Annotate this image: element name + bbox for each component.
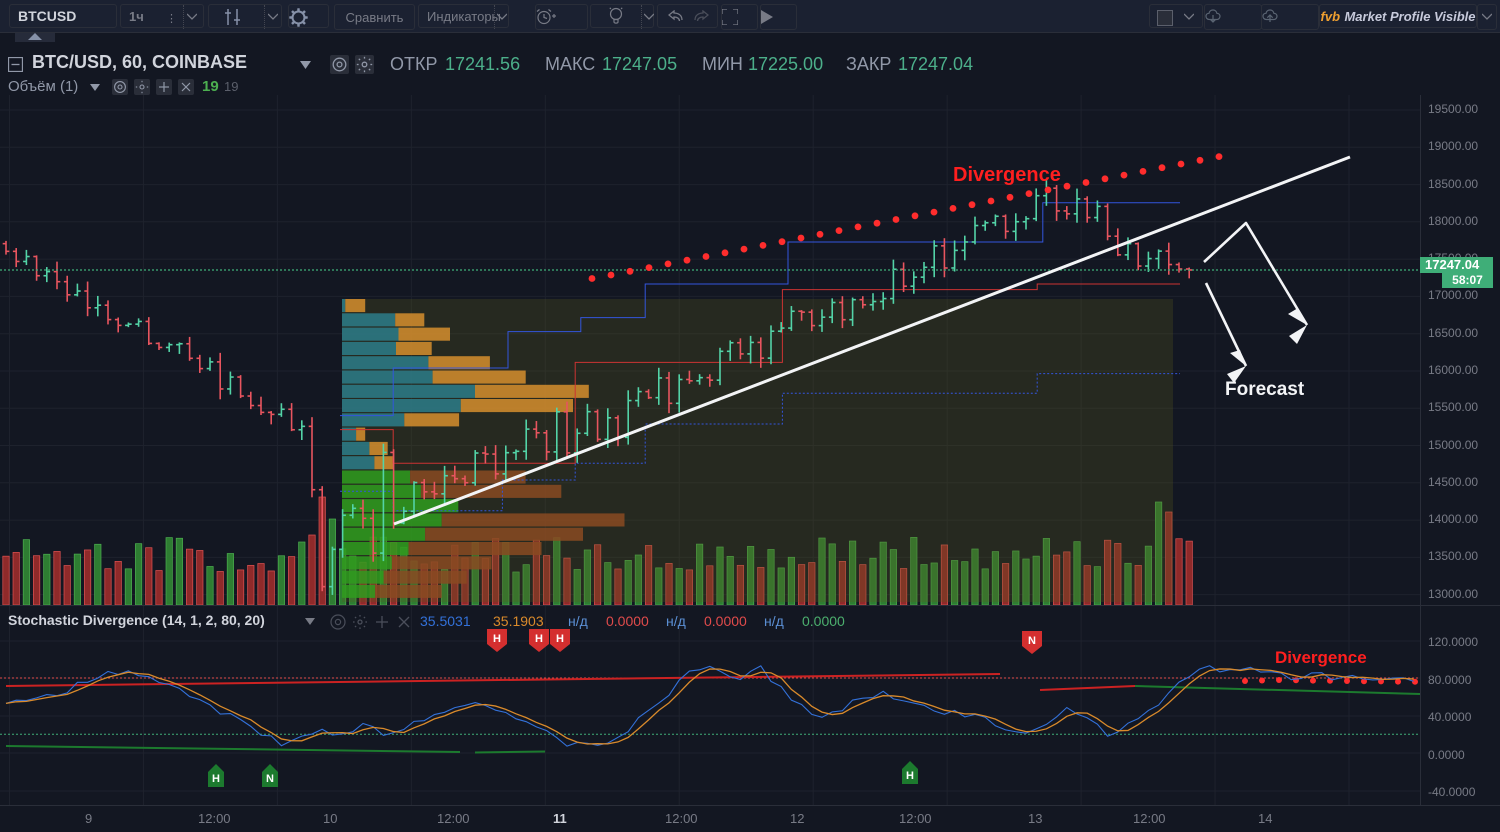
- svg-text:Divergence: Divergence: [953, 164, 1061, 186]
- svg-text:H: H: [212, 773, 220, 785]
- svg-text:N: N: [1028, 635, 1036, 647]
- svg-text:H: H: [493, 633, 501, 645]
- svg-text:N: N: [266, 773, 274, 785]
- svg-text:H: H: [906, 770, 914, 782]
- svg-text:Forecast: Forecast: [1225, 379, 1305, 400]
- svg-text:H: H: [535, 633, 543, 645]
- svg-text:Divergence: Divergence: [1275, 648, 1367, 667]
- svg-text:H: H: [556, 633, 564, 645]
